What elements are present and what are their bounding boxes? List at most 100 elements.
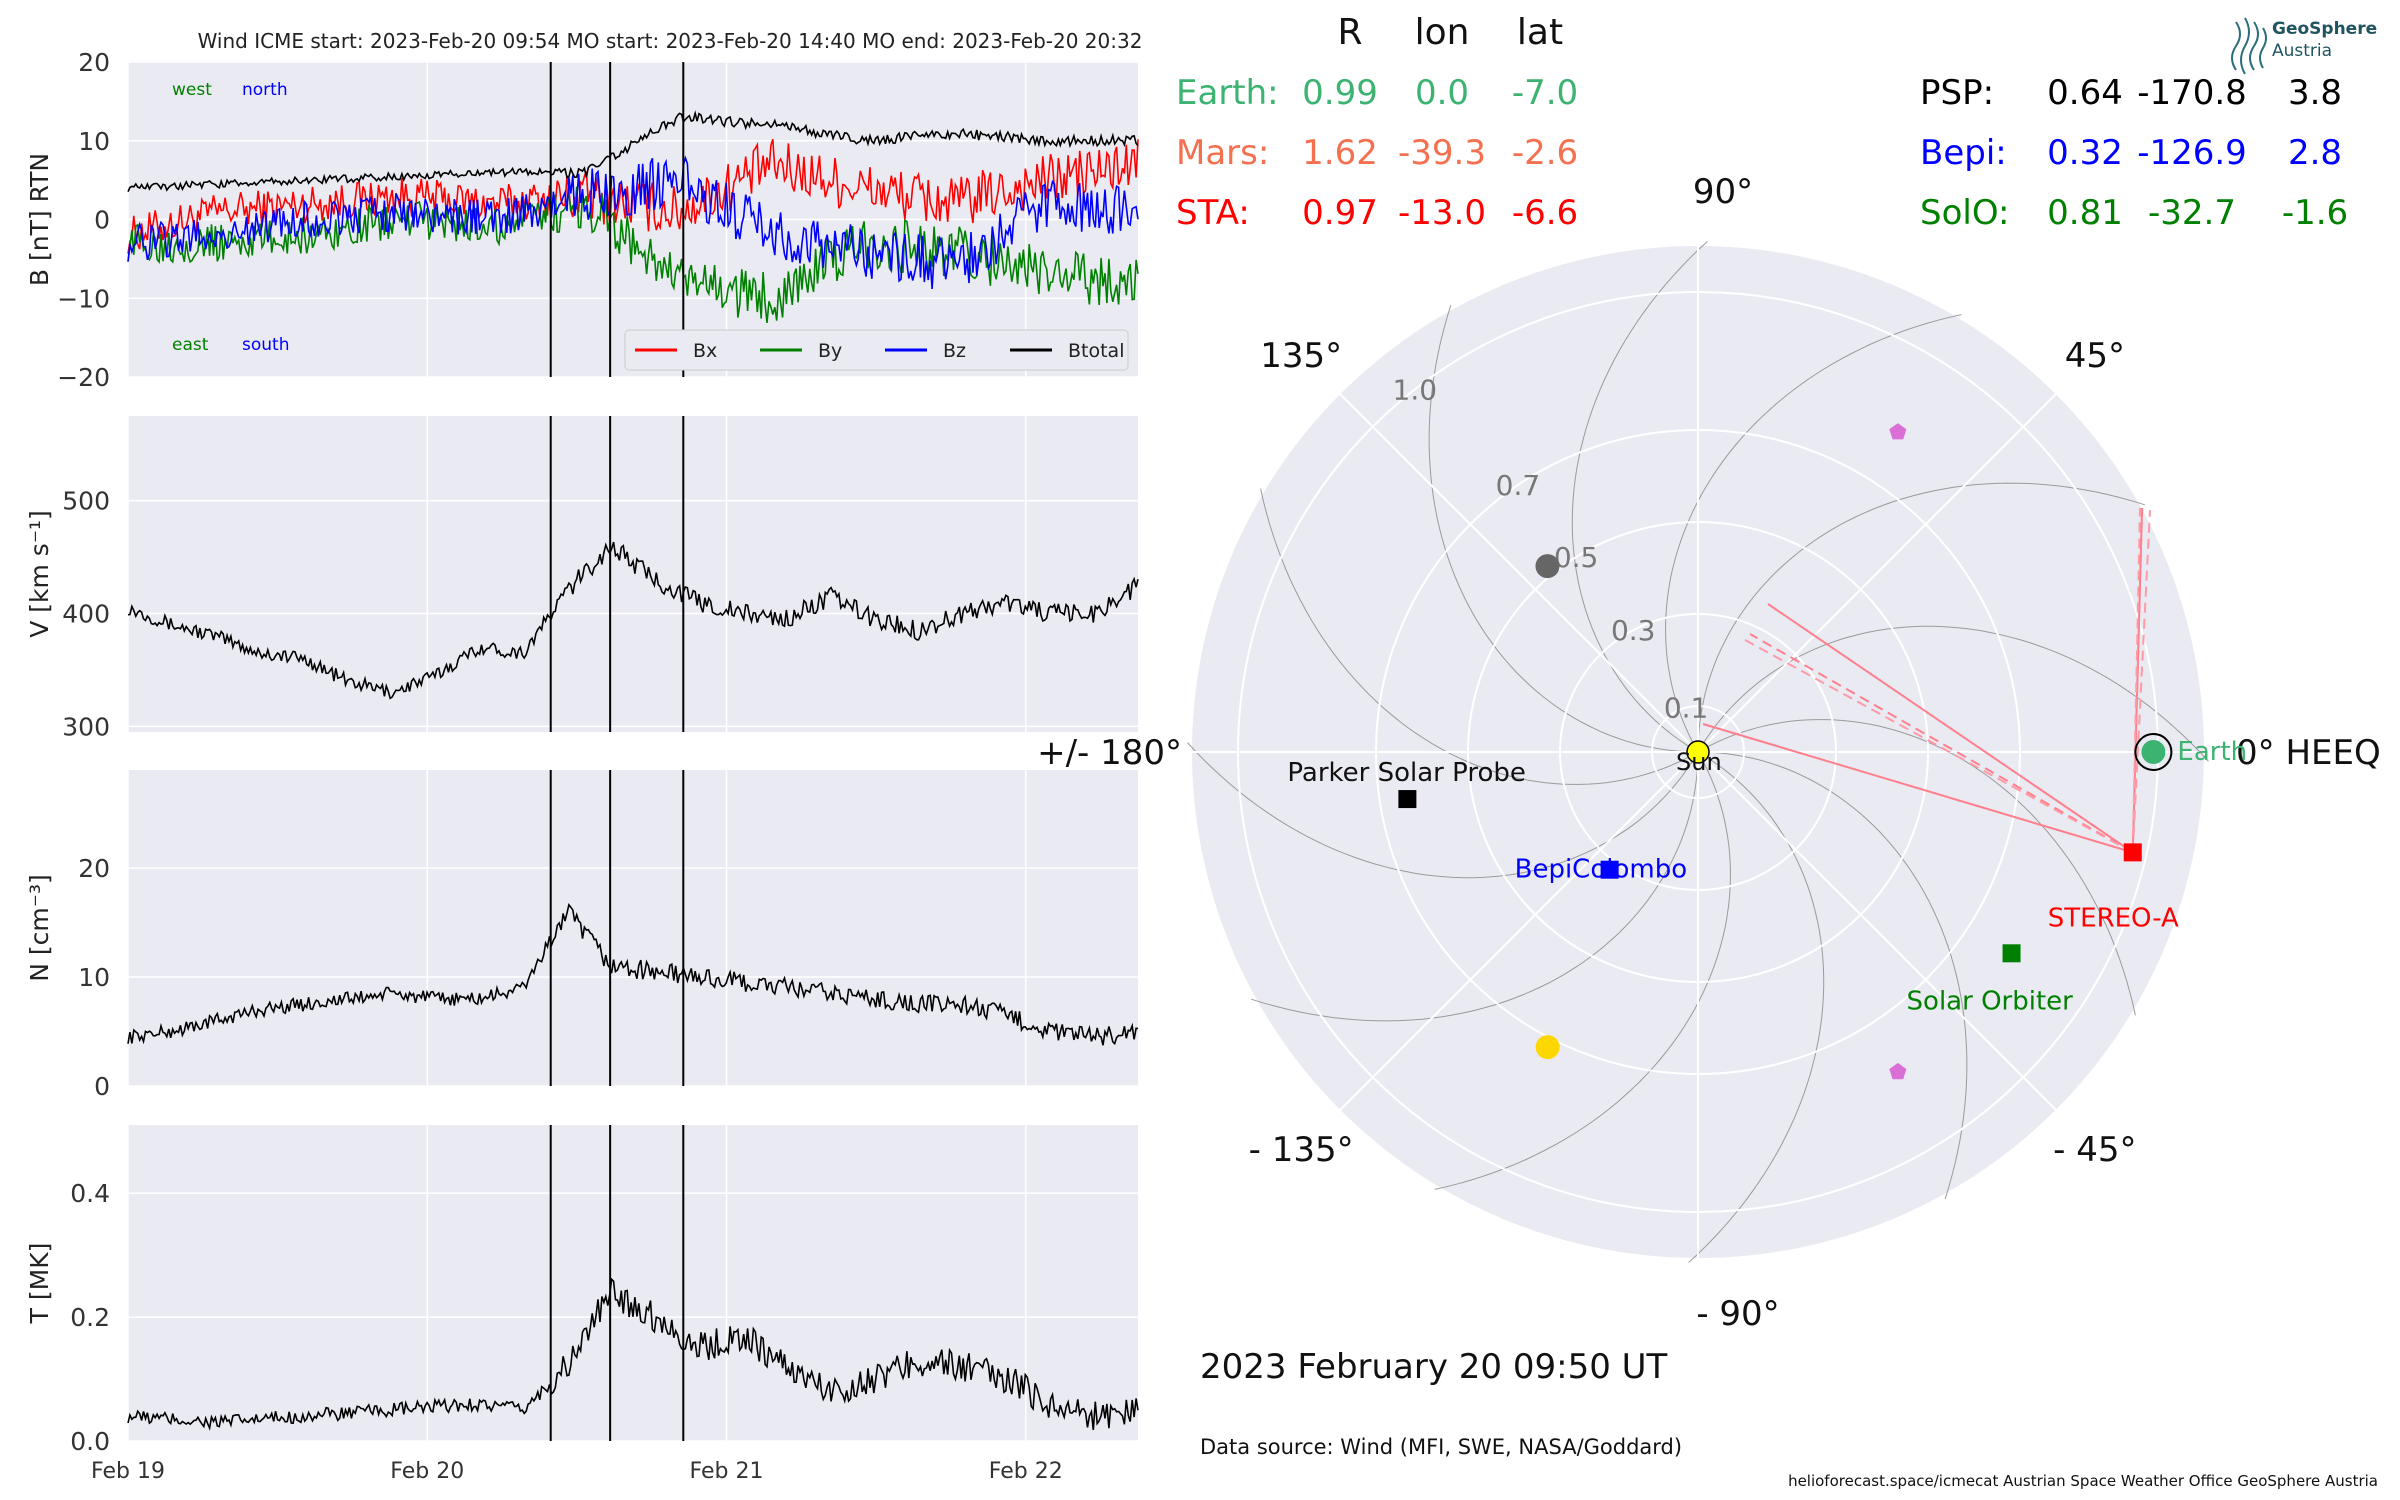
earth-label: Earth xyxy=(2177,737,2247,767)
y-tick-label: 0.0 xyxy=(70,1427,110,1456)
y-tick-label: 0.2 xyxy=(70,1303,110,1332)
y-axis-label: T [MK] xyxy=(25,1243,54,1325)
y-tick-label: 300 xyxy=(62,712,110,741)
y-tick-label: 20 xyxy=(78,48,110,77)
angular-grid-line xyxy=(1339,751,1699,1111)
panel-3: 0.4 0.2 0.0 T [MK] xyxy=(25,1125,1139,1456)
series-line xyxy=(127,541,1139,700)
mars-marker xyxy=(1535,554,1560,579)
stereo-a-ray xyxy=(1744,639,2134,854)
radial-label: 0.7 xyxy=(1496,469,1541,502)
table-right-lat: -1.6 xyxy=(2282,193,2348,233)
panel-background xyxy=(128,1125,1138,1441)
y-tick-label: 0.4 xyxy=(70,1179,110,1208)
legend-box xyxy=(624,329,1129,371)
spiral-line xyxy=(1697,482,2145,748)
table-right-lon: -126.9 xyxy=(2137,133,2247,173)
venus-marker xyxy=(1535,1035,1560,1060)
x-tick-label: Feb 21 xyxy=(690,1459,764,1484)
header-text: Wind ICME start: 2023-Feb-20 09:54 MO st… xyxy=(198,29,1143,53)
legend: Bx By Bz Btotal xyxy=(624,329,1129,371)
y-tick-label: 500 xyxy=(62,487,110,516)
solar-orbiter-marker xyxy=(2002,944,2021,963)
earth-marker xyxy=(2141,740,2166,764)
y-axis-label: B [nT] RTN xyxy=(25,153,54,286)
table-left-lon: -39.3 xyxy=(1398,133,1486,173)
comet-marker xyxy=(1889,1062,1907,1080)
y-tick-label: 400 xyxy=(62,600,110,629)
y-tick-label: 10 xyxy=(78,963,110,992)
parker-solar-probe-marker xyxy=(1398,790,1417,809)
radial-label: 0.5 xyxy=(1554,541,1599,574)
table-right-name: PSP: xyxy=(1920,73,1994,113)
stereo-a-label: STEREO-A xyxy=(2048,903,2179,933)
panel-background xyxy=(128,770,1138,1086)
spiral-line xyxy=(1251,756,1699,1022)
parker-spirals xyxy=(1187,241,2209,1263)
stereo-a-ray xyxy=(2131,507,2141,853)
table-left-lat: -6.6 xyxy=(1512,193,1578,233)
spiral-line xyxy=(1428,305,1694,753)
table-right-r: 0.81 xyxy=(2047,193,2123,233)
angle-label: 135° xyxy=(1260,336,1342,376)
stereo-a-ray xyxy=(1702,723,2134,854)
sun-label: Sun xyxy=(1676,748,1722,776)
table-left-r: 1.62 xyxy=(1302,133,1378,173)
stereo-a-marker xyxy=(2123,843,2142,862)
table-left-r: 0.99 xyxy=(1302,73,1378,113)
corner-label-north: north xyxy=(242,80,288,100)
legend-label: By xyxy=(818,340,842,362)
angular-grid-line xyxy=(1697,751,2057,1111)
spiral-line xyxy=(1434,755,1731,1190)
table-right-name: Bepi: xyxy=(1920,133,2007,173)
series-line-btotal xyxy=(127,110,1139,193)
table-right-lon: -32.7 xyxy=(2148,193,2236,233)
logo-mark-icon xyxy=(2231,17,2267,75)
angular-grid-line xyxy=(1339,393,1699,753)
panel-background xyxy=(128,416,1138,732)
spiral-line xyxy=(1187,742,1697,879)
radial-label: 1.0 xyxy=(1393,374,1438,407)
x-tick-label: Feb 19 xyxy=(91,1459,165,1484)
angle-label: 90° xyxy=(1693,172,1753,212)
table-left-r: 0.97 xyxy=(1302,193,1378,233)
panel-0: 20 10 0 −10 −20 B [nT] RTN west north east south B… xyxy=(25,48,1139,392)
angle-label: - 90° xyxy=(1696,1294,1779,1334)
legend-label: Bx xyxy=(693,340,717,362)
bepicolombo-label: BepiColombo xyxy=(1515,855,1688,885)
table-right-name: SolO: xyxy=(1920,193,2009,233)
y-axis-label: V [km s⁻¹] xyxy=(25,510,54,638)
series-line xyxy=(127,903,1139,1046)
y-tick-label: 20 xyxy=(78,854,110,883)
geosphere-logo: GeoSphere Austria xyxy=(2231,17,2377,75)
legend-label: Btotal xyxy=(1068,340,1124,362)
corner-label-east: east xyxy=(172,335,209,355)
table-right-lat: 3.8 xyxy=(2288,73,2342,113)
stereo-a-ray xyxy=(2131,509,2151,853)
table-left-lon: -13.0 xyxy=(1398,193,1486,233)
spiral-line xyxy=(1688,753,1825,1263)
y-axis-label: N [cm⁻³] xyxy=(25,874,54,981)
table-right-r: 0.32 xyxy=(2047,133,2123,173)
angle-label: - 135° xyxy=(1249,1130,1354,1170)
angle-label: - 45° xyxy=(2053,1130,2136,1170)
timeseries-panels: 20 10 0 −10 −20 B [nT] RTN west north east south B… xyxy=(25,48,1139,1456)
y-tick-label: 0 xyxy=(94,206,110,235)
series-line-bz xyxy=(127,155,1139,290)
earth-ring xyxy=(2134,733,2173,771)
table-left-name: Mars: xyxy=(1176,133,1269,173)
corner-label-south: south xyxy=(242,335,289,355)
spiral-line xyxy=(1571,241,1708,751)
x-tick-label: Feb 20 xyxy=(390,1459,464,1484)
series-line xyxy=(127,1277,1139,1431)
logo-line1: GeoSphere xyxy=(2272,19,2377,39)
footer-credits: helioforecast.space/icmecat Austrian Spa… xyxy=(1788,1472,2378,1490)
spiral-line xyxy=(1699,625,2209,762)
angle-label: 45° xyxy=(2065,336,2125,376)
table-left-lon: 0.0 xyxy=(1415,73,1469,113)
table-left-name: Earth: xyxy=(1176,73,1279,113)
logo-line2: Austria xyxy=(2272,41,2332,61)
x-tick-labels: Feb 19 Feb 20 Feb 21 Feb 22 xyxy=(91,1459,1063,1484)
